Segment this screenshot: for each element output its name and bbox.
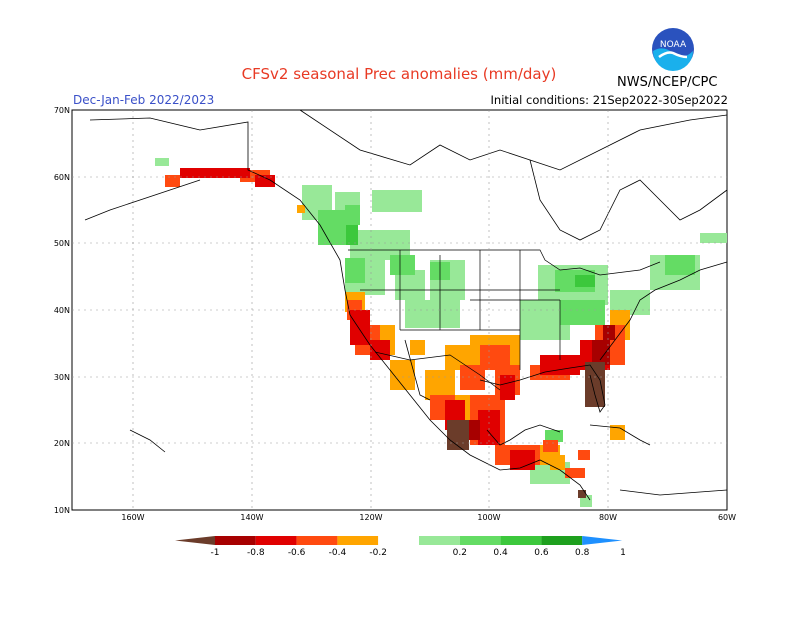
legend-swatch [378, 536, 419, 545]
lat-label: 20N [54, 439, 70, 448]
legend-swatch [419, 536, 460, 545]
political-borders [348, 249, 661, 391]
logo-text: NOAA [660, 40, 687, 50]
noaa-logo: NOAA [652, 28, 694, 71]
legend-swatch [459, 536, 501, 545]
legend-swatch [541, 536, 583, 545]
lat-label: 30N [54, 373, 70, 382]
lon-label: 60W [718, 513, 736, 522]
initial-conditions-label: Initial conditions: 21Sep2022-30Sep2022 [490, 93, 728, 107]
coastlines [84, 109, 728, 501]
legend-swatch [296, 536, 338, 545]
lat-label: 40N [54, 306, 70, 315]
anomaly-cells [155, 158, 727, 507]
legend-tick-label: -0.8 [247, 548, 265, 558]
legend-tick-label: 1 [620, 548, 626, 558]
lat-label: 50N [54, 239, 70, 248]
lat-label: 70N [54, 106, 70, 115]
lon-label: 120W [359, 513, 382, 522]
legend-tick-label: 0.8 [575, 548, 590, 558]
map-title: CFSv2 seasonal Prec anomalies (mm/day) [241, 65, 557, 83]
lon-label: 160W [121, 513, 144, 522]
legend-tick-label: -1 [211, 548, 220, 558]
legend-swatch [337, 536, 379, 545]
legend-tick-label: -0.4 [329, 548, 347, 558]
season-label: Dec-Jan-Feb 2022/2023 [73, 93, 215, 107]
legend-arrow-high [582, 536, 623, 545]
lat-label: 10N [54, 506, 70, 515]
legend-tick-label: 0.2 [453, 548, 467, 558]
legend-tick-label: -0.2 [369, 548, 387, 558]
legend-tick-label: 0.6 [534, 548, 549, 558]
graticule [72, 110, 727, 510]
legend-swatch [215, 536, 256, 545]
agency-label: NWS/NCEP/CPC [617, 75, 718, 90]
legend-swatch [500, 536, 542, 545]
lon-label: 100W [477, 513, 500, 522]
longitude-labels: 160W 140W 120W 100W 80W 60W [121, 513, 736, 522]
lat-label: 60N [54, 173, 70, 182]
legend-tick-label: -0.6 [288, 548, 306, 558]
lon-label: 80W [599, 513, 617, 522]
legend-swatch [255, 536, 297, 545]
legend-tick-label: 0.4 [493, 548, 508, 558]
lon-label: 140W [240, 513, 263, 522]
latitude-labels: 70N 60N 50N 40N 30N 20N 10N [54, 106, 70, 515]
legend-arrow-low [175, 536, 215, 545]
